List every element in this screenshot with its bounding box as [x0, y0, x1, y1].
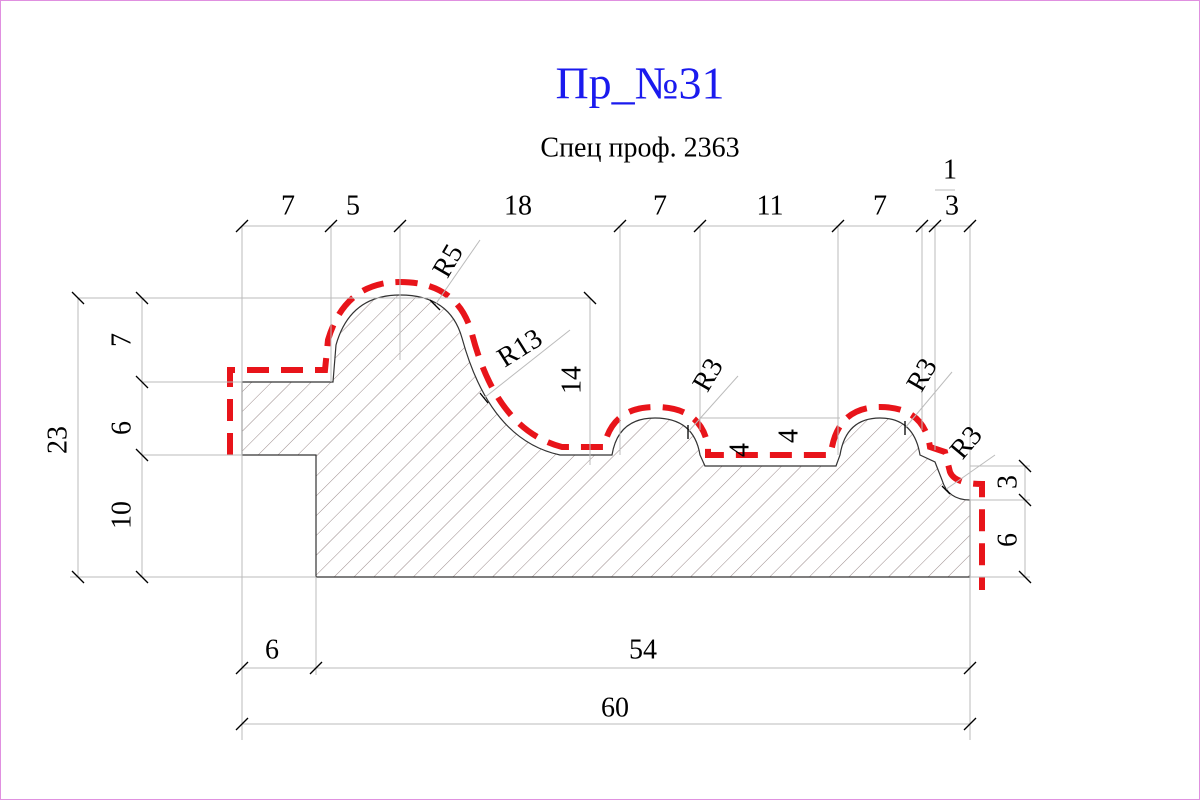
radius-label: R3 [944, 420, 989, 465]
cut-outline [227, 278, 985, 590]
subtitle: Спец проф. 2363 [540, 132, 739, 163]
dim-label: 3 [992, 475, 1023, 489]
dim-label: 6 [992, 533, 1023, 547]
dim-label: 1 [943, 154, 957, 185]
dim-label: 7 [873, 190, 887, 221]
dim-label: 11 [757, 190, 784, 221]
dim-label: 60 [601, 692, 629, 723]
radius-label: R5 [427, 239, 470, 283]
dimension-ticks [71, 219, 1032, 731]
dim-label: 7 [281, 190, 295, 221]
dim-label: 4 [724, 443, 755, 457]
dim-label: 6 [106, 421, 137, 435]
dim-label: 7 [106, 333, 137, 347]
radius-label: R13 [492, 323, 548, 374]
radius-label: R3 [687, 353, 730, 397]
dim-label: 14 [556, 366, 587, 394]
dimension-lines [70, 189, 1030, 740]
dim-label: 6 [265, 634, 279, 665]
dim-label: 18 [504, 190, 532, 221]
dim-label: 4 [773, 429, 804, 443]
radius-label: R3 [901, 353, 944, 397]
dim-label: 10 [106, 501, 137, 529]
title: Пр_№31 [555, 58, 724, 109]
dim-label: 54 [629, 634, 657, 665]
dim-label: 7 [653, 190, 667, 221]
dim-label: 23 [42, 426, 73, 454]
profile [241, 294, 971, 578]
dim-label: 5 [346, 190, 360, 221]
dim-label: 3 [945, 190, 959, 221]
